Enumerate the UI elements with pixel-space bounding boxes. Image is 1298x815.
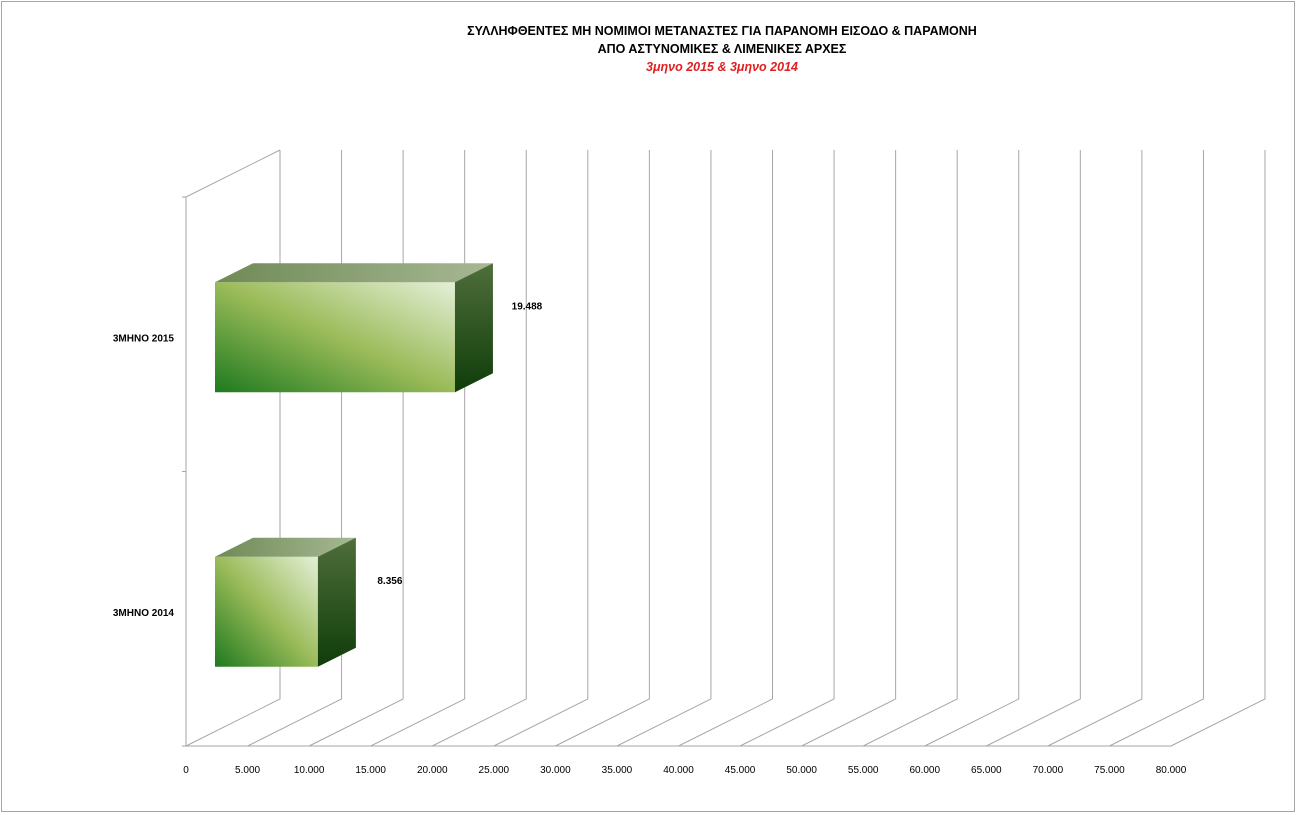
data-label: 8.356 (377, 576, 402, 587)
chart-title-block: ΣΥΛΛΗΦΘΕΝΤΕΣ ΜΗ ΝΟΜΙΜΟΙ ΜΕΤΑΝΑΣΤΕΣ ΓΙΑ Π… (0, 22, 1298, 76)
gridline (862, 150, 958, 747)
x-tick-label: 25.000 (479, 765, 510, 776)
x-tick-label: 75.000 (1094, 765, 1125, 776)
bar-side (454, 263, 493, 393)
chart-subtitle: 3μηνο 2015 & 3μηνο 2014 (646, 60, 798, 74)
gridline (1047, 150, 1143, 747)
gridline (432, 150, 527, 747)
bar-front (215, 282, 455, 393)
x-tick-label: 30.000 (540, 765, 571, 776)
gridline (616, 150, 712, 747)
x-tick-label: 5.000 (235, 765, 260, 776)
bar-front (215, 556, 318, 667)
gridline (924, 150, 1020, 747)
x-tick-label: 60.000 (909, 765, 940, 776)
gridline (370, 150, 466, 747)
grid-layer (182, 149, 1266, 747)
gridline (493, 150, 589, 747)
bar-top (215, 537, 356, 557)
chart-title-line2: ΑΠΟ ΑΣΤΥΝΟΜΙΚΕΣ & ΛΙΜΕΝΙΚΕΣ ΑΡΧΕΣ (597, 42, 847, 56)
gridline (1170, 150, 1266, 747)
x-tick-label: 35.000 (602, 765, 633, 776)
bar-top (215, 263, 493, 283)
gridline (1109, 150, 1204, 747)
x-tick-label: 80.000 (1156, 765, 1187, 776)
gridline (555, 150, 650, 747)
gridline (801, 150, 897, 747)
category-label: 3ΜΗΝΟ 2014 (113, 608, 175, 619)
x-tick-label: 50.000 (786, 765, 817, 776)
x-tick-label: 0 (183, 765, 189, 776)
x-tick-label: 45.000 (725, 765, 756, 776)
x-tick-label: 70.000 (1033, 765, 1064, 776)
gridline (678, 150, 773, 747)
gridline (986, 150, 1081, 747)
bar-layer (215, 263, 493, 667)
gridline (739, 150, 835, 747)
label-layer: 0 5.000 10.000 15.000 20.000 25.000 30.000 35.0… (113, 301, 1187, 776)
category-label: 3ΜΗΝΟ 2015 (113, 333, 175, 344)
x-tick-label: 55.000 (848, 765, 879, 776)
x-tick-label: 20.000 (417, 765, 448, 776)
x-tick-label: 15.000 (355, 765, 386, 776)
x-tick-label: 10.000 (294, 765, 325, 776)
x-tick-label: 65.000 (971, 765, 1002, 776)
x-tick-label: 40.000 (663, 765, 694, 776)
left-wall-top (185, 149, 281, 198)
chart-title: ΣΥΛΛΗΦΘΕΝΤΕΣ ΜΗ ΝΟΜΙΜΟΙ ΜΕΤΑΝΑΣΤΕΣ ΓΙΑ Π… (467, 24, 977, 38)
data-label: 19.488 (512, 301, 543, 312)
bar-side (317, 537, 356, 667)
